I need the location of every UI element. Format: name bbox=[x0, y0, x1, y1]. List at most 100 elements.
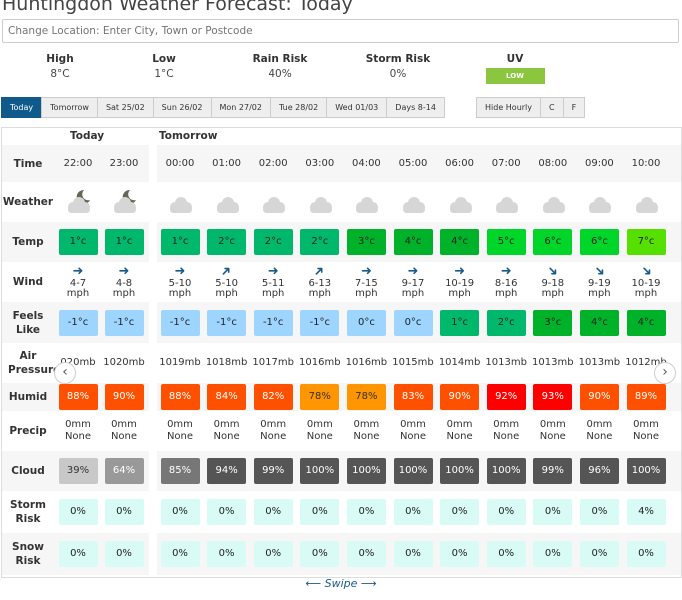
tab-days-8-14[interactable]: Days 8-14 bbox=[386, 97, 445, 118]
wind-unit: mph bbox=[112, 288, 136, 299]
pressure-cell: 1020mb bbox=[101, 343, 147, 383]
humid-value: 90% bbox=[440, 384, 480, 410]
humid-cell: 90% bbox=[437, 383, 483, 411]
tab-tue-28-02[interactable]: Tue 28/02 bbox=[269, 97, 328, 118]
humid-value: 88% bbox=[160, 384, 200, 410]
pressure-value: 1015mb bbox=[392, 357, 434, 368]
temp-value: 1°c bbox=[104, 229, 144, 255]
option-hide-hourly[interactable]: Hide Hourly bbox=[476, 97, 542, 118]
page-title: Huntingdon Weather Forecast: Today bbox=[2, 0, 353, 15]
temp-value: 1°c bbox=[160, 229, 200, 255]
temp-cell: 1°c bbox=[55, 222, 101, 262]
wind-unit: mph bbox=[588, 288, 611, 299]
pressure-cell: 020mb bbox=[55, 343, 101, 383]
temp-value: 3°c bbox=[346, 229, 386, 255]
tab-sat-25-02[interactable]: Sat 25/02 bbox=[96, 97, 154, 118]
tab-today[interactable]: Today bbox=[1, 97, 43, 118]
storm-value: 0% bbox=[533, 499, 573, 525]
temp-value: 1°c bbox=[58, 229, 98, 255]
storm-value: 0% bbox=[486, 499, 526, 525]
feels-value: 2°c bbox=[486, 309, 526, 336]
precip-amount: 0mm bbox=[353, 419, 380, 430]
cloud-value: 64% bbox=[104, 458, 144, 484]
precip-cell: 0mm None bbox=[343, 411, 389, 451]
hour-time: 08:00 bbox=[538, 158, 568, 169]
tab-tomorrow[interactable]: Tomorrow bbox=[41, 97, 98, 118]
feels-cell: 0°c bbox=[343, 302, 389, 343]
pressure-value: 1013mb bbox=[578, 357, 621, 368]
snow-cell: 0% bbox=[250, 533, 296, 575]
snow-value: 0% bbox=[440, 541, 480, 567]
precip-type: None bbox=[632, 430, 660, 442]
precip-amount: 0mm bbox=[111, 419, 137, 430]
feels-cell: 3°c bbox=[530, 302, 576, 343]
storm-value: 0% bbox=[579, 499, 619, 525]
wind-unit: mph bbox=[66, 288, 90, 299]
wind-speed: 4-8 bbox=[115, 277, 133, 289]
feels-cell: -1°c bbox=[101, 302, 147, 343]
snow-cell: 0% bbox=[343, 533, 389, 575]
precip-amount: 0mm bbox=[586, 419, 613, 430]
summary-low: Low 1°C bbox=[124, 53, 204, 80]
tab-mon-27-02[interactable]: Mon 27/02 bbox=[210, 97, 271, 118]
snow-cell: 0% bbox=[437, 533, 483, 575]
wind-cell: ➜ 5-11 mph bbox=[250, 262, 296, 302]
wind-cell: ➜ 4-7 mph bbox=[55, 262, 101, 302]
summary-label: Rain Risk bbox=[252, 53, 308, 65]
feels-cell: -1°c bbox=[297, 302, 343, 343]
cloud-icon bbox=[257, 197, 289, 221]
cloud-icon bbox=[444, 197, 476, 221]
day-separator bbox=[149, 383, 157, 411]
temp-cell: 2°c bbox=[297, 222, 343, 262]
feels-cell: -1°c bbox=[204, 302, 250, 343]
row-label-feels: Feels Like bbox=[12, 309, 44, 336]
pressure-value: 1018mb bbox=[205, 357, 248, 368]
pressure-cell: 1016mb bbox=[297, 343, 343, 383]
summary-high: High 8°C bbox=[20, 53, 100, 80]
temp-cell: 6°c bbox=[530, 222, 576, 262]
uv-stat: UV LOW bbox=[475, 53, 555, 84]
wind-speed: 8-16 bbox=[494, 277, 518, 289]
wind-cell: ➜ 6-13 mph bbox=[297, 262, 343, 302]
cloud-cell: 100% bbox=[483, 451, 529, 491]
tab-sun-26-02[interactable]: Sun 26/02 bbox=[152, 97, 212, 118]
summary-storm-risk: Storm Risk 0% bbox=[358, 53, 438, 80]
wind-cell: ➜ 10-19 mph bbox=[437, 262, 483, 302]
location-search-input[interactable] bbox=[2, 19, 679, 43]
cloud-cell: 94% bbox=[204, 451, 250, 491]
cloud-cell: 100% bbox=[390, 451, 436, 491]
tab-wed-01-03[interactable]: Wed 01/03 bbox=[326, 97, 388, 118]
feels-value: 1°c bbox=[440, 309, 480, 336]
precip-cell: 0mm None bbox=[55, 411, 101, 451]
cloud-cell: 100% bbox=[623, 451, 669, 491]
wind-cell: ➜ 8-16 mph bbox=[483, 262, 529, 302]
hourly-forecast-table[interactable]: Today Tomorrow Time 22:00 23:00 00:00 01:00 02:… bbox=[1, 127, 682, 578]
cloud-value: 100% bbox=[486, 458, 526, 484]
pressure-value: 1020mb bbox=[103, 357, 145, 368]
temp-value: 5°c bbox=[486, 229, 526, 255]
weather-cell bbox=[297, 182, 343, 222]
precip-type: None bbox=[64, 430, 92, 442]
option-f[interactable]: F bbox=[562, 97, 586, 118]
scroll-right-button[interactable]: › bbox=[654, 362, 676, 384]
wind-unit: mph bbox=[261, 288, 285, 299]
time-cell: 10:00 bbox=[623, 145, 669, 182]
pressure-cell: 1019mb bbox=[157, 343, 203, 383]
cloud-value: 99% bbox=[253, 458, 293, 484]
storm-value: 0% bbox=[300, 499, 340, 525]
storm-cell: 0% bbox=[343, 491, 389, 533]
wind-cell: ➜ 9-17 mph bbox=[390, 262, 436, 302]
cloud-icon bbox=[164, 197, 196, 221]
scroll-left-button[interactable]: ‹ bbox=[54, 362, 76, 384]
humid-cell: 92% bbox=[483, 383, 529, 411]
snow-value: 0% bbox=[58, 541, 98, 567]
wind-arrow-icon: ➜ bbox=[360, 264, 372, 279]
summary-value: 40% bbox=[268, 68, 292, 80]
feels-value: 0°c bbox=[393, 309, 433, 336]
option-c[interactable]: C bbox=[540, 97, 564, 118]
feels-value: 4°c bbox=[579, 309, 619, 336]
precip-type: None bbox=[213, 430, 240, 442]
storm-cell: 0% bbox=[297, 491, 343, 533]
temp-cell: 2°c bbox=[204, 222, 250, 262]
summary-value: 8°C bbox=[50, 68, 70, 80]
